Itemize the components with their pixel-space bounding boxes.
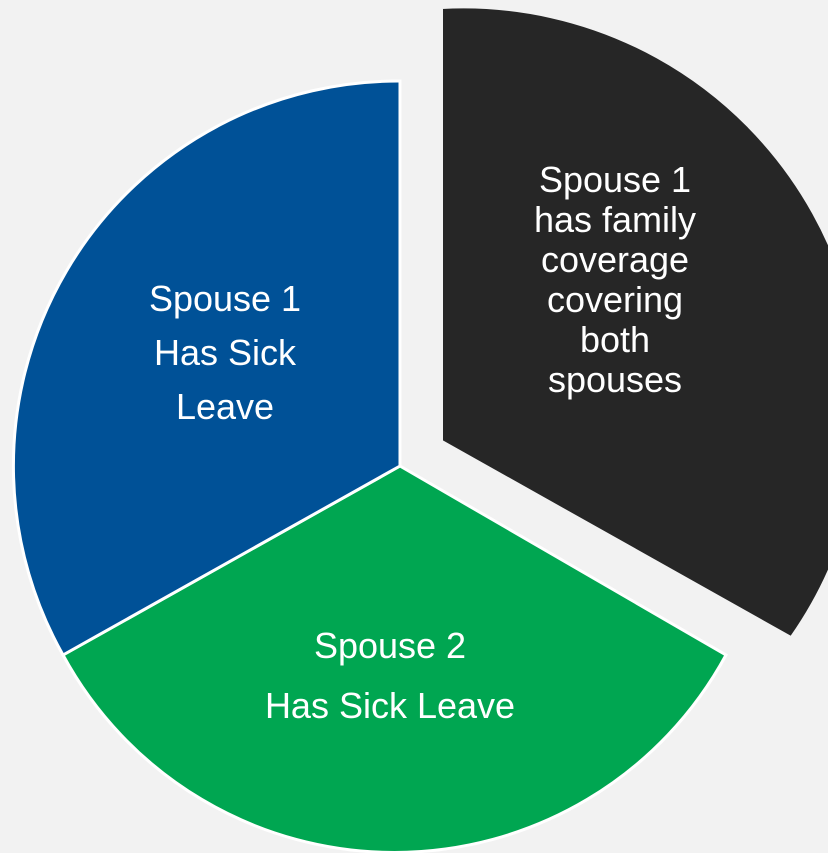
segment-dark-shape — [441, 6, 828, 639]
segment-dark-line: has family — [533, 199, 697, 240]
segment-dark-line: spouses — [547, 359, 683, 400]
segment-blue-line: Leave — [175, 386, 275, 427]
segment-blue-line: Spouse 1 — [148, 278, 302, 319]
segment-dark-line: both — [579, 319, 651, 360]
segment-blue-shape — [11, 79, 402, 658]
segment-dark-line: Spouse 1 — [538, 159, 692, 200]
segment-blue-label: Spouse 1 Has Sick Leave — [80, 272, 370, 434]
segment-dark-line: covering — [546, 279, 684, 320]
segment-green-line: Spouse 2 — [313, 625, 467, 666]
segment-blue-line: Has Sick — [153, 332, 297, 373]
segment-dark-line: coverage — [540, 239, 690, 280]
segment-green-line: Has Sick Leave — [264, 685, 516, 726]
segment-green-label: Spouse 2 Has Sick Leave — [180, 616, 600, 736]
segment-dark-label: Spouse 1 has family coverage covering bo… — [470, 160, 760, 400]
